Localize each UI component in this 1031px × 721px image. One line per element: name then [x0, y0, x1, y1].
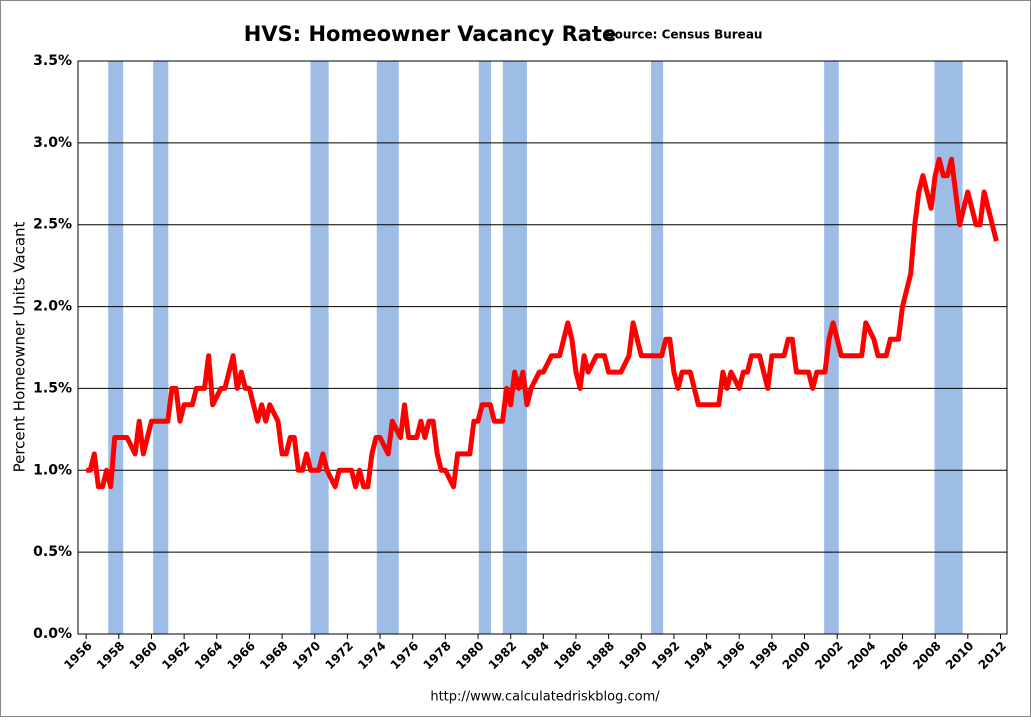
y-tick-label: 2.0%	[33, 299, 72, 315]
y-tick-label: 1.5%	[33, 380, 72, 396]
y-tick-label: 2.5%	[33, 217, 72, 233]
y-tick-label: 3.5%	[33, 53, 72, 69]
data-line	[86, 156, 999, 490]
y-tick-label: 3.0%	[33, 135, 72, 151]
y-tick-label: 0.0%	[33, 626, 72, 642]
plot-frame	[77, 60, 1008, 635]
recession-band	[153, 61, 169, 634]
recession-band	[651, 61, 664, 634]
recession-band	[376, 61, 399, 634]
recession-band	[478, 61, 492, 634]
recession-band	[310, 61, 329, 634]
chart-subtitle: Source: Census Bureau	[606, 28, 762, 42]
recession-band	[502, 61, 527, 634]
recession-band	[108, 61, 124, 634]
y-tick-label: 0.5%	[33, 544, 72, 560]
recession-band	[824, 61, 839, 634]
y-tick-label: 1.0%	[33, 462, 72, 478]
recession-band	[934, 61, 963, 634]
chart-title: HVS: Homeowner Vacancy Rate	[244, 22, 616, 46]
y-axis-label: Percent Homeowner Units Vacant	[11, 221, 29, 472]
plot-area: 0.0%0.5%1.0%1.5%2.0%2.5%3.0%3.5%1956 1958…	[33, 53, 1009, 672]
footer-url: http://www.calculatedriskblog.com/	[430, 690, 660, 705]
plot-background	[78, 61, 1007, 634]
